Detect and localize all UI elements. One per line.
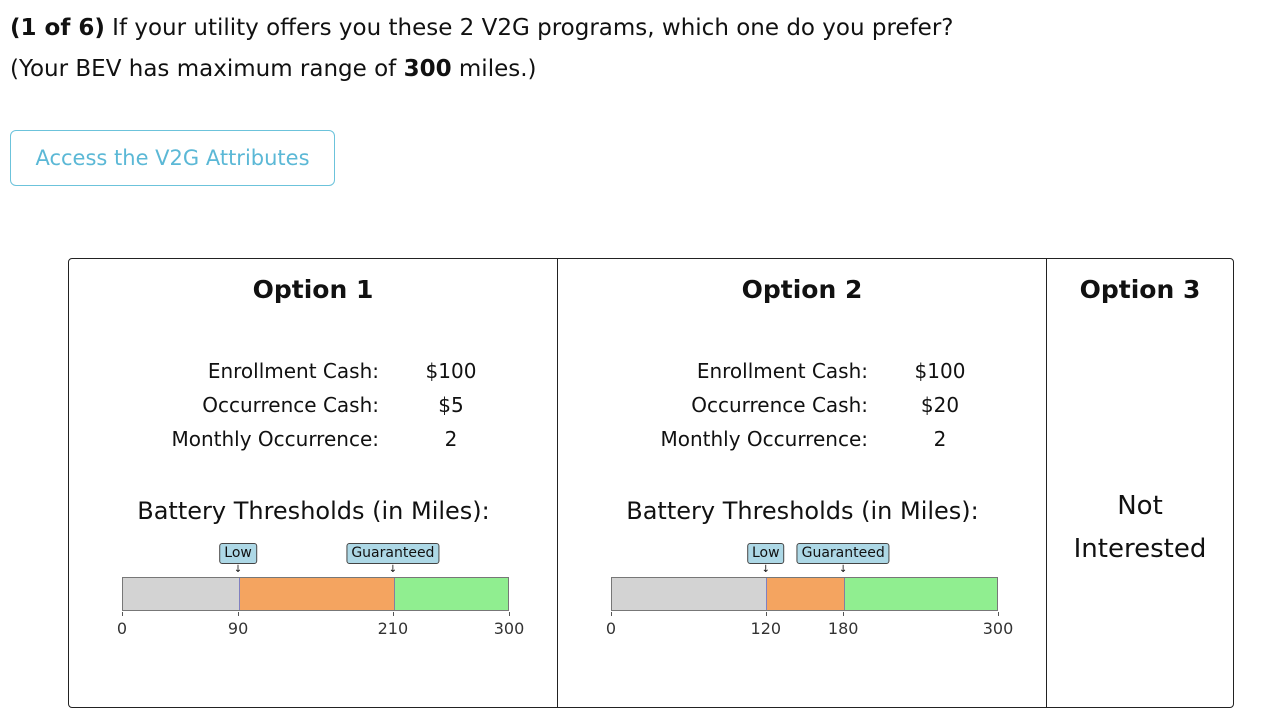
option-title: Option 1 — [252, 275, 374, 304]
guaranteed-arrow-icon: ↓ — [388, 564, 398, 575]
segment-low-to-guaranteed — [767, 578, 845, 610]
axis-tick-label: 210 — [377, 619, 409, 638]
axis-tick — [509, 612, 510, 616]
option-title: Option 2 — [741, 275, 863, 304]
segment-above-guaranteed — [394, 578, 508, 610]
not-interested-label: Not Interested — [1073, 491, 1207, 564]
low-marker-label: Low — [747, 543, 785, 564]
axis-tick — [765, 612, 767, 616]
question-text: (1 of 6) If your utility offers you thes… — [10, 8, 954, 90]
threshold-bar — [611, 577, 998, 611]
option-title: Option 3 — [1079, 275, 1201, 304]
attribute-label: Monthly Occurrence: — [171, 427, 379, 451]
attribute-label: Enrollment Cash: — [696, 359, 868, 383]
axis-tick — [611, 612, 612, 616]
axis-tick-label: 300 — [493, 619, 525, 638]
attribute-label: Occurrence Cash: — [202, 393, 379, 417]
segment-below-low — [123, 578, 240, 610]
question-counter: (1 of 6) — [10, 15, 105, 41]
axis-tick-label: 0 — [605, 619, 617, 638]
attribute-label: Monthly Occurrence: — [660, 427, 868, 451]
guaranteed-arrow-icon: ↓ — [838, 564, 848, 575]
axis-tick-label: 0 — [116, 619, 128, 638]
range-prefix: (Your BEV has maximum range of — [10, 56, 404, 82]
option-1-column[interactable]: Option 1 Enrollment Cash: $100 Occurrence C… — [69, 259, 558, 707]
question-body: If your utility offers you these 2 V2G p… — [104, 15, 954, 41]
axis-tick-label: 180 — [827, 619, 859, 638]
range-suffix: miles.) — [451, 56, 537, 82]
range-value: 300 — [403, 56, 452, 82]
attribute-value: $20 — [920, 393, 960, 417]
access-attributes-button[interactable]: Access the V2G Attributes — [10, 130, 335, 186]
attribute-value: 2 — [933, 427, 947, 451]
attribute-value: $5 — [438, 393, 464, 417]
axis-tick — [998, 612, 999, 616]
guaranteed-marker-label: Guaranteed — [346, 543, 440, 564]
axis-tick-label: 120 — [750, 619, 782, 638]
option-2-column[interactable]: Option 2 Enrollment Cash: $100 Occurrence C… — [558, 259, 1047, 707]
option-3-column[interactable]: Option 3 Not Interested — [1047, 259, 1233, 707]
threshold-bar — [122, 577, 509, 611]
low-marker-label: Low — [219, 543, 257, 564]
low-arrow-icon: ↓ — [761, 564, 770, 575]
axis-tick — [238, 612, 240, 616]
axis-tick-label: 300 — [982, 619, 1014, 638]
axis-tick — [122, 612, 123, 616]
attribute-value: 2 — [444, 427, 458, 451]
attribute-value: $100 — [914, 359, 966, 383]
axis-tick — [843, 612, 845, 616]
segment-low-to-guaranteed — [239, 578, 395, 610]
attribute-label: Enrollment Cash: — [207, 359, 379, 383]
guaranteed-marker-label: Guaranteed — [796, 543, 890, 564]
attribute-label: Occurrence Cash: — [691, 393, 868, 417]
segment-below-low — [612, 578, 767, 610]
segment-above-guaranteed — [845, 578, 997, 610]
axis-tick — [392, 612, 394, 616]
thresholds-title: Battery Thresholds (in Miles): — [137, 497, 490, 525]
axis-tick-label: 90 — [227, 619, 249, 638]
low-arrow-icon: ↓ — [233, 564, 243, 575]
thresholds-title: Battery Thresholds (in Miles): — [626, 497, 979, 525]
attribute-value: $100 — [425, 359, 477, 383]
options-table: Option 1 Enrollment Cash: $100 Occurrence C… — [68, 258, 1234, 708]
